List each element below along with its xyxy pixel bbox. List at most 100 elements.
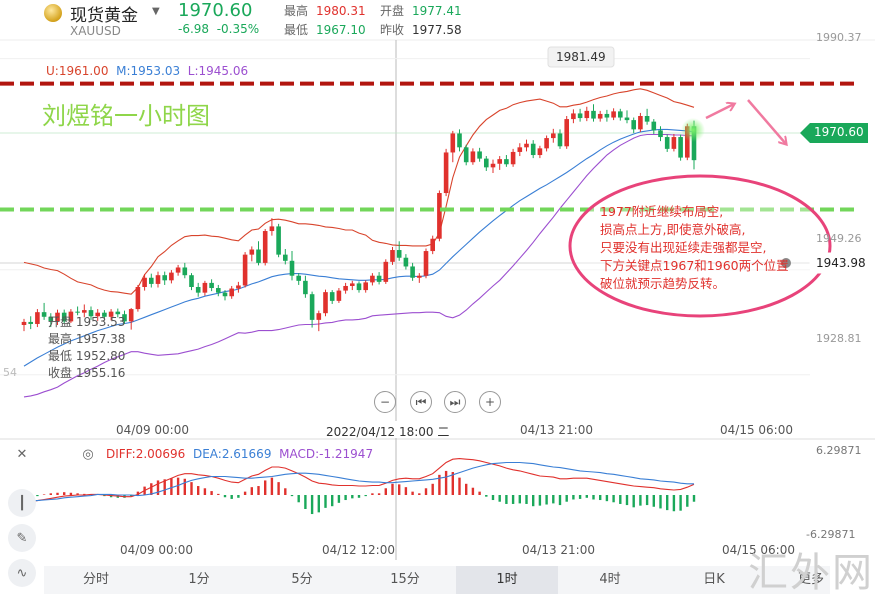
y-tick-1990: 1990.37	[816, 31, 862, 44]
prev-close-stat: 昨收 1977.58	[380, 23, 462, 37]
candle-body	[685, 126, 690, 158]
candle-body	[316, 313, 322, 320]
watermark: 汇外网	[748, 550, 874, 596]
candle-body	[289, 260, 295, 276]
candle-body	[356, 283, 362, 291]
bollinger-middle-line	[23, 128, 695, 367]
candle-body	[597, 113, 603, 119]
tab-15min[interactable]: 15分	[390, 572, 420, 587]
candle-body	[102, 312, 107, 317]
candle-body	[276, 226, 281, 255]
candle-body	[484, 158, 489, 168]
time-label-1: 04/09 00:00	[116, 423, 189, 437]
candle-body	[122, 314, 127, 322]
analysis-note: 1977附近继续布局空, 损高点上方,即使意外破高, 只要没有出现延续走强都是空…	[600, 204, 789, 291]
candle-body	[450, 133, 456, 153]
candle-body	[262, 231, 268, 263]
bollinger-lower-line	[23, 133, 695, 398]
time-label-4: 04/15 06:00	[720, 423, 793, 437]
zoom-in-button[interactable]: +	[479, 391, 501, 413]
macd-dea-line	[24, 461, 694, 502]
candle-body	[149, 277, 154, 284]
candle-body	[544, 138, 549, 149]
line-tool-icon[interactable]: ∿	[8, 559, 36, 587]
candle-body	[490, 163, 496, 168]
candle-body	[162, 275, 167, 281]
step-back-button[interactable]: ⏮	[410, 391, 432, 413]
candle-body	[604, 113, 610, 118]
candle-body	[591, 110, 596, 119]
time-axis-bg	[0, 421, 875, 438]
tab-more[interactable]: 更多	[797, 572, 824, 587]
candle-body	[115, 311, 121, 315]
candle-body	[323, 292, 328, 314]
peak-price-label: 1981.49	[556, 50, 606, 64]
chart-title-annotation: 刘煜铭一小时图	[42, 102, 210, 130]
candle-body	[142, 277, 147, 287]
candle-body	[638, 116, 643, 130]
tab-1min[interactable]: 1分	[188, 572, 210, 587]
crosshair-price-tag: 1943.98	[816, 256, 866, 270]
chevron-down-icon[interactable]: ▼	[152, 6, 160, 17]
candle-body	[269, 226, 275, 232]
candle-body	[155, 275, 161, 284]
candle-body	[370, 275, 375, 283]
candle-body	[537, 148, 543, 156]
candle-body	[524, 143, 529, 148]
candle-body	[242, 254, 248, 286]
candle-body	[564, 119, 569, 147]
candle-body	[691, 126, 697, 161]
candle-body	[470, 151, 476, 163]
candle-body	[189, 275, 194, 287]
candle-body	[510, 151, 516, 165]
symbol-code: XAUUSD	[70, 24, 121, 38]
close-icon[interactable]: ✕	[16, 446, 28, 462]
candle-body	[477, 151, 482, 159]
left-edge-value: 54	[3, 366, 17, 379]
price-change: -6.98 -0.35%	[178, 22, 260, 36]
tab-fenshi[interactable]: 分时	[82, 572, 109, 587]
step-forward-button[interactable]: ⏭	[444, 391, 466, 413]
candle-body	[68, 311, 74, 322]
candle-body	[182, 267, 188, 276]
settings-icon[interactable]: ◎	[82, 446, 94, 462]
tab-4hour[interactable]: 4时	[599, 572, 621, 587]
candle-tool-icon[interactable]: ┃	[8, 489, 36, 517]
candle-body	[343, 285, 348, 291]
candle-body	[417, 275, 422, 278]
candle-body	[135, 287, 141, 310]
macd-time-label-3: 04/13 21:00	[522, 543, 595, 557]
tab-1hour[interactable]: 1时	[456, 566, 558, 594]
open-stat: 开盘 1977.41	[380, 4, 462, 18]
candle-body	[329, 292, 335, 301]
tab-daily[interactable]: 日K	[703, 572, 725, 587]
candle-body	[88, 310, 94, 317]
tab-5min[interactable]: 5分	[291, 572, 313, 587]
macd-top-value: 6.29871	[816, 444, 862, 457]
candle-body	[423, 251, 429, 276]
last-price: 1970.60	[178, 0, 253, 21]
candle-body	[443, 152, 449, 194]
candle-body	[55, 312, 60, 322]
candle-body	[671, 137, 677, 149]
candle-body	[128, 309, 134, 322]
candle-body	[256, 249, 261, 263]
candle-body	[222, 292, 228, 297]
crosshair-price-tag-bg	[809, 252, 869, 274]
candle-body	[664, 137, 670, 149]
crosshair-dot	[781, 258, 791, 268]
candle-body	[249, 249, 255, 255]
macd-bottom-value: -6.29871	[806, 528, 856, 541]
candle-body	[611, 111, 616, 118]
candle-body	[390, 250, 395, 262]
high-stat: 最高 1980.31	[284, 4, 366, 18]
candle-body	[457, 133, 462, 148]
candle-body	[195, 287, 201, 293]
pen-icon[interactable]: ✎	[8, 524, 36, 552]
candle-body	[175, 267, 181, 273]
candle-body	[41, 312, 47, 317]
zoom-out-button[interactable]: −	[374, 391, 396, 413]
period-tabs: 分时 1分 5分 15分 1时 4时 日K 更多	[44, 566, 830, 594]
symbol-name[interactable]: 现货黄金	[70, 6, 138, 26]
